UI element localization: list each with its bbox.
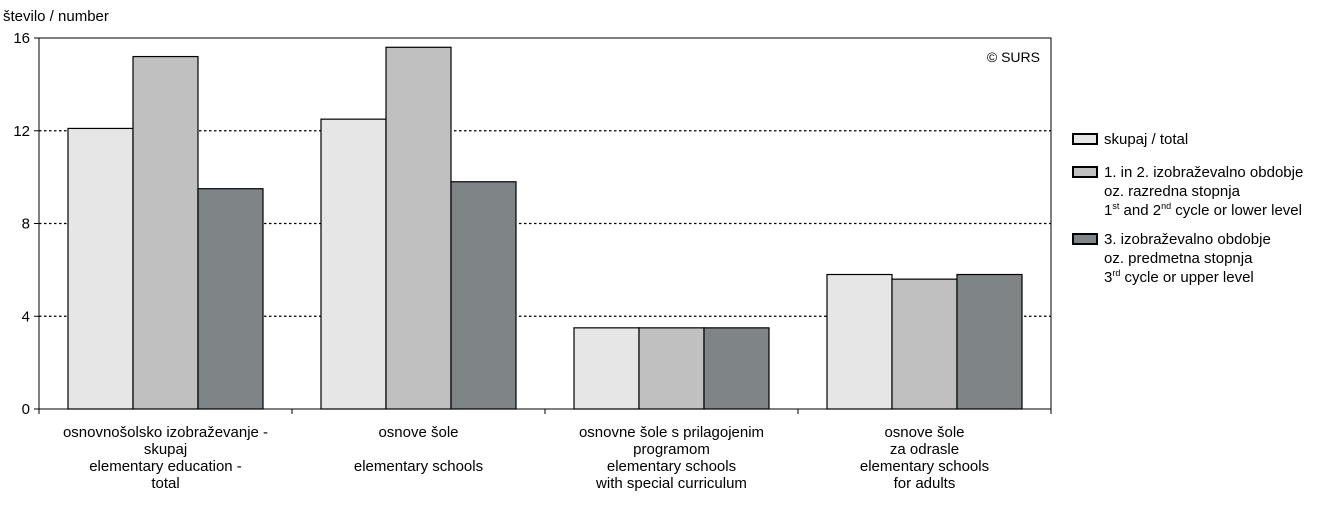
bar bbox=[573, 327, 640, 410]
legend-label: oz. predmetna stopnja bbox=[1104, 250, 1253, 267]
bar bbox=[891, 278, 958, 410]
y-tick-label: 4 bbox=[22, 308, 30, 325]
y-axis-title: število / number bbox=[3, 8, 109, 25]
legend-label: oz. razredna stopnja bbox=[1104, 183, 1240, 200]
legend-item: 3. izobraževalno obdobje oz. predmetna st… bbox=[1072, 230, 1340, 287]
bar bbox=[638, 327, 705, 410]
legend-label: 3. izobraževalno obdobje bbox=[1104, 231, 1271, 248]
legend-swatch bbox=[1072, 233, 1098, 245]
bar bbox=[826, 273, 893, 410]
legend-item: 1. in 2. izobraževalno obdobje oz. razred… bbox=[1072, 163, 1340, 220]
legend-swatch bbox=[1072, 133, 1098, 145]
legend-item: skupaj / total bbox=[1072, 130, 1340, 149]
bar bbox=[132, 55, 199, 410]
legend-label: 3rd cycle or upper level bbox=[1104, 268, 1254, 287]
y-tick-label: 0 bbox=[22, 401, 30, 418]
bar bbox=[956, 273, 1023, 410]
x-category-label: osnovnošolsko izobraževanje -skupaj eleme… bbox=[63, 424, 268, 492]
watermark: © SURS bbox=[987, 49, 1040, 65]
bars bbox=[67, 46, 1023, 410]
y-tick-label: 16 bbox=[13, 30, 30, 47]
bar bbox=[703, 327, 770, 410]
bar bbox=[385, 46, 452, 410]
gridlines bbox=[39, 130, 1051, 317]
bar bbox=[67, 127, 134, 410]
x-category-label: osnove šole elementary schools bbox=[354, 424, 483, 475]
legend-label: 1. in 2. izobraževalno obdobje bbox=[1104, 164, 1304, 181]
legend-label: 1st and 2nd cycle or lower level bbox=[1104, 201, 1302, 220]
legend-swatch bbox=[1072, 166, 1098, 178]
x-axis-labels: osnovnošolsko izobraževanje -skupaj eleme… bbox=[38, 409, 1052, 492]
bar-chart: število / number © SURS 0 4 8 12 16 osnovnoš… bbox=[3, 8, 1052, 492]
bar bbox=[197, 188, 264, 410]
x-category-label: osnovne šole s prilagojenim programom elem… bbox=[579, 424, 764, 492]
bar bbox=[320, 118, 387, 410]
legend: skupaj / total 1. in 2. izobraževalno obd… bbox=[1072, 130, 1340, 297]
x-category-label: osnove šole za odrasle elementary schools f… bbox=[860, 424, 989, 492]
legend-label: skupaj / total bbox=[1104, 131, 1189, 148]
y-axis-ticks: 0 4 8 12 16 bbox=[13, 30, 39, 418]
y-tick-label: 12 bbox=[13, 123, 30, 140]
bar bbox=[450, 181, 517, 410]
y-tick-label: 8 bbox=[22, 216, 30, 233]
